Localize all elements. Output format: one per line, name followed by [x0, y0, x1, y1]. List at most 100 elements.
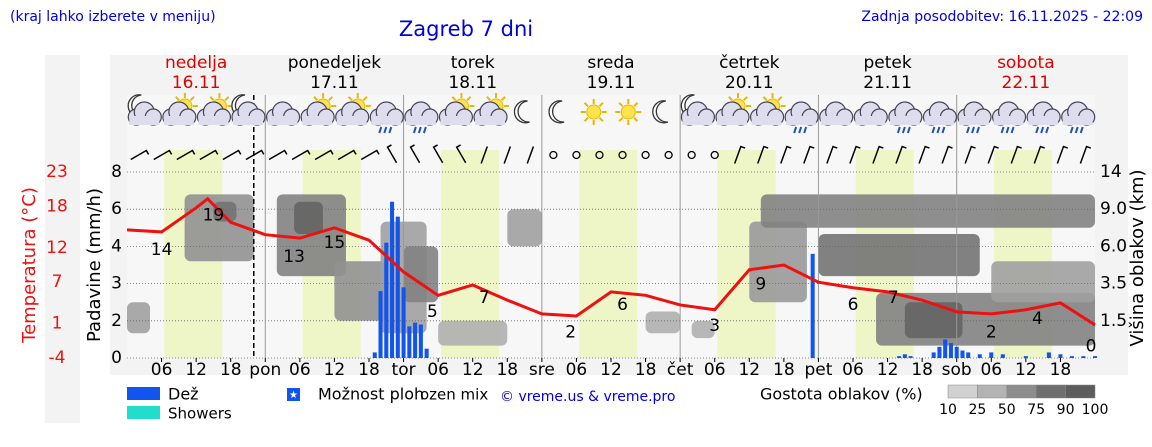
x-tick-label: 18: [773, 360, 795, 380]
icon-rain: [378, 126, 383, 134]
icon-rain: [383, 126, 388, 134]
wind-barb: [1056, 145, 1068, 164]
icon-cloud: [129, 116, 160, 125]
wind-barb: [222, 149, 242, 161]
wind-barb: [199, 149, 219, 161]
temperature-tick-label: 1: [52, 314, 63, 334]
precip-tick-label: 0: [111, 348, 122, 368]
icon-ray: [618, 116, 624, 122]
cloud-layer: [818, 234, 980, 277]
icon-cloud: [855, 116, 886, 125]
day-name: četrtek: [719, 53, 780, 73]
icon-rain: [1010, 126, 1015, 134]
wind-barb: [337, 149, 357, 161]
icon-ray: [728, 96, 734, 102]
precip-bar: [943, 339, 948, 358]
wind-barb: [480, 146, 489, 164]
cloud-tick-label: 3.5: [1100, 274, 1127, 294]
day-name: nedelja: [165, 53, 227, 73]
daylight-band: [579, 150, 638, 358]
x-tick-label: 12: [738, 360, 760, 380]
temperature-tick-label: 12: [46, 238, 68, 258]
temperature-label: 3: [709, 316, 720, 336]
weather-icon: [652, 100, 669, 124]
day-name: ponedeljek: [288, 53, 382, 73]
x-tick-label: 18: [358, 360, 380, 380]
precip-bar: [395, 216, 400, 358]
density-label: 50: [998, 402, 1016, 418]
wind-barb: [757, 145, 769, 164]
x-tick-label: sre: [529, 360, 555, 380]
icon-rain: [1079, 126, 1084, 134]
wind-barb: [176, 149, 196, 161]
temperature-label: 13: [283, 247, 305, 267]
x-tick-label: 18: [911, 360, 933, 380]
precip-bar: [989, 352, 994, 358]
x-tick-label: 06: [427, 360, 449, 380]
icon-ray: [174, 96, 180, 102]
wind-calm: [664, 150, 673, 160]
precip-bar: [937, 346, 942, 358]
precip-bar: [902, 354, 907, 358]
precip-bar: [908, 356, 913, 358]
icon-cloud: [198, 116, 229, 125]
icon-ray: [328, 96, 334, 102]
icon-ray: [189, 96, 195, 102]
icon-rain: [1005, 126, 1010, 134]
weather-icon: [615, 99, 642, 125]
icon-cloud: [959, 116, 989, 125]
icon-cloud: [786, 116, 817, 125]
wind-barb: [455, 144, 467, 164]
icon-rain: [1045, 126, 1050, 134]
icon-rain: [901, 126, 906, 134]
legend-title: Gostota oblakov (%): [760, 385, 923, 404]
icon-rain: [417, 126, 422, 134]
icon-rain: [422, 126, 427, 134]
legend-star: ★: [289, 390, 298, 401]
icon-ray: [451, 96, 457, 102]
icon-cloud: [475, 116, 505, 125]
icon-rain: [941, 126, 946, 134]
cloud-layer: [213, 201, 237, 222]
icon-cloud: [233, 116, 263, 125]
icon-cloud: [440, 116, 471, 125]
title: Zagreb 7 dni: [399, 17, 533, 41]
precip-tick-label: 8: [111, 162, 122, 182]
wind-calm: [572, 150, 581, 160]
wind-calm: [618, 150, 627, 160]
precip-bar: [966, 352, 971, 358]
wind-barb: [803, 145, 815, 164]
icon-cloud: [993, 116, 1024, 125]
wind-calm: [595, 150, 604, 160]
precip-bar: [418, 324, 423, 358]
weather-icon: [991, 101, 1027, 134]
icon-rain: [896, 126, 901, 134]
legend-swatch: [127, 406, 160, 419]
x-tick-label: 06: [842, 360, 864, 380]
day-date: 20.11: [725, 73, 774, 93]
day-name: sobota: [997, 53, 1055, 73]
precip-bar: [810, 253, 815, 358]
wind-barb: [1010, 145, 1022, 164]
cloud-axis-title: Višina oblakov (km): [1127, 169, 1148, 346]
weather-icon: [749, 93, 786, 126]
wind-calm: [687, 150, 696, 160]
wind-barb: [826, 145, 838, 164]
weather-icon: [473, 93, 509, 126]
icon-rain: [906, 126, 911, 134]
icon-cloud: [889, 116, 920, 125]
wind-barb: [733, 145, 746, 164]
icon-rain: [1040, 126, 1045, 134]
legend-swatch: [287, 388, 300, 401]
precip-bar: [424, 348, 429, 358]
weather-icon: [513, 100, 530, 124]
x-tick-label: pon: [249, 360, 281, 380]
precip-tick-label: 3: [111, 274, 122, 294]
cloud-layer: [127, 302, 151, 334]
icon-moon: [652, 100, 669, 124]
weather-icon: [715, 93, 751, 126]
wind-barb: [386, 144, 398, 164]
x-tick-label: 06: [151, 360, 173, 380]
icon-ray: [633, 102, 639, 108]
